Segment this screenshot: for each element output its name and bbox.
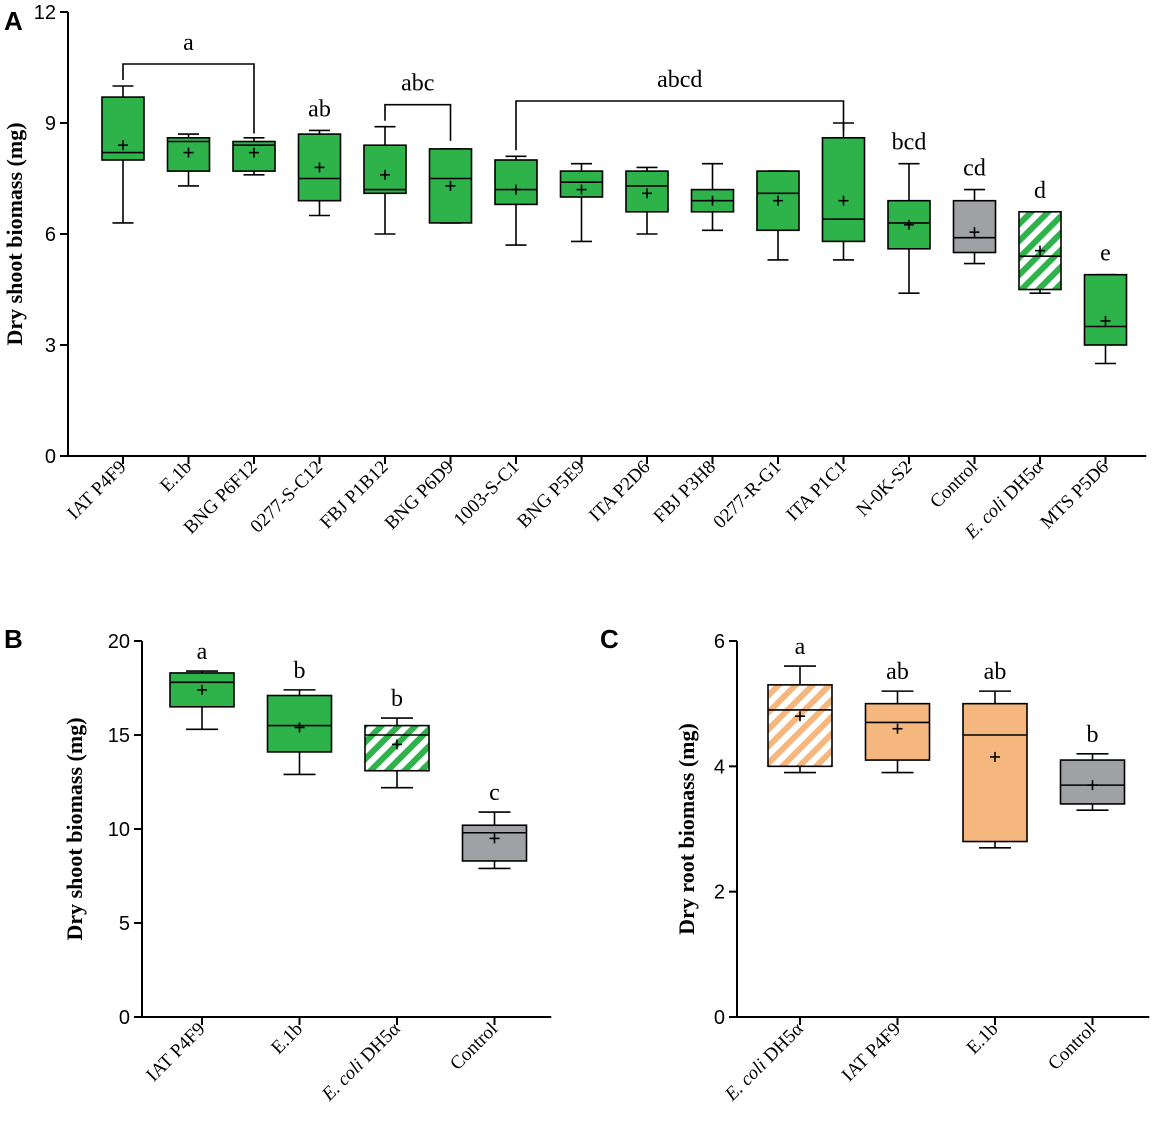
box xyxy=(767,684,833,768)
box xyxy=(266,694,333,753)
significance-letter: b xyxy=(294,658,306,684)
y-tick-label-c: 6 xyxy=(714,631,725,653)
box xyxy=(625,170,669,213)
box-group-b: IAT P4F9 a xyxy=(142,639,235,1086)
box-group-c: IAT P4F9 ab xyxy=(838,659,931,1086)
box xyxy=(962,702,1028,843)
y-tick-label-c: 4 xyxy=(714,756,725,778)
panel-letter-c: C xyxy=(600,624,619,654)
significance-letter: cd xyxy=(963,156,986,182)
significance-bracket xyxy=(384,103,452,141)
significance-letter: b xyxy=(391,686,403,712)
box-group-a: E.1b xyxy=(156,133,211,497)
panel-letter-a: A xyxy=(4,6,23,36)
box xyxy=(494,159,538,206)
y-axis-title-a: Dry shoot biomass (mg) xyxy=(2,122,27,345)
x-tick-label-a: MTS P5D6 xyxy=(1037,457,1113,533)
significance-letter: d xyxy=(1034,178,1046,204)
significance-letter: c xyxy=(489,780,500,806)
box-group-a: BNG P6F12 xyxy=(180,137,276,538)
panel-c-chart: 0 2 4 6 Dry root biomass (mg) E. coli DH5α a IA… xyxy=(674,631,1150,1106)
x-tick-label-b: E. coli DH5α xyxy=(317,1019,404,1106)
x-tick-label-c: E. coli DH5α xyxy=(720,1019,807,1106)
y-tick-label-a: 9 xyxy=(45,113,56,135)
box-group-a: IAT P4F9 xyxy=(63,85,145,524)
y-tick-label-b: 20 xyxy=(108,631,130,653)
significance-letter: ab xyxy=(308,96,331,122)
x-tick-label-a: ITA P1C1 xyxy=(782,457,851,526)
x-tick-label-b: E.1b xyxy=(267,1019,307,1059)
significance-letter: ab xyxy=(886,659,909,685)
box-group-b: E.1b b xyxy=(266,658,333,1059)
y-axis-title-c: Dry root biomass (mg) xyxy=(674,723,699,935)
box-group-a: MTS P5D6 xyxy=(1037,273,1128,533)
x-tick-label-b: IAT P4F9 xyxy=(142,1019,209,1086)
box-group-a: FBJ P3H8 xyxy=(650,162,735,527)
significance-letter: e xyxy=(1100,241,1111,267)
y-axis-title-b: Dry shoot biomass (mg) xyxy=(62,717,87,940)
significance-bracket xyxy=(122,63,255,134)
significance-letter: a xyxy=(795,634,806,660)
box xyxy=(952,199,997,254)
significance-letter: abc xyxy=(401,71,434,97)
box xyxy=(461,824,528,862)
box-group-c: E.1b ab xyxy=(962,659,1028,1059)
box xyxy=(821,137,866,243)
box-group-a: Control xyxy=(926,188,997,513)
y-tick-label-b: 10 xyxy=(108,819,130,841)
y-tick-label-b: 0 xyxy=(119,1007,130,1029)
x-tick-label-a: FBJ P1B12 xyxy=(316,457,392,533)
x-tick-label-a: Control xyxy=(926,457,982,513)
y-tick-label-a: 3 xyxy=(45,335,56,357)
y-tick-label-a: 6 xyxy=(45,224,56,246)
y-tick-label-b: 15 xyxy=(108,725,130,747)
significance-letter: abcd xyxy=(657,67,702,93)
significance-letter: a xyxy=(197,639,208,665)
box xyxy=(1083,273,1128,346)
box-group-a: 0277-S-C12 xyxy=(246,129,342,537)
x-tick-label-c: IAT P4F9 xyxy=(838,1019,905,1086)
x-tick-label-b: Control xyxy=(446,1019,502,1075)
box-group-a: BNG P5E9 xyxy=(513,162,604,533)
x-tick-label-a: IAT P4F9 xyxy=(63,457,130,524)
box xyxy=(101,96,145,161)
box-group-a: ITA P2D6 xyxy=(585,166,669,526)
x-tick-label-c: E.1b xyxy=(963,1019,1003,1059)
x-tick-label-a: 1003-S-C1 xyxy=(450,457,524,531)
x-tick-label-a: N-0K-S2 xyxy=(852,457,916,521)
box-group-a: E. coli DH5α xyxy=(960,211,1062,544)
x-tick-label-a: E.1b xyxy=(156,457,196,497)
panel-a-chart: 0 3 6 9 12 Dry shoot biomass (mg) IAT P4F9 E.1b… xyxy=(2,2,1147,544)
x-tick-label-c: Control xyxy=(1044,1019,1100,1075)
box-group-b: Control c xyxy=(446,780,528,1075)
significance-letter: bcd xyxy=(892,130,927,156)
significance-letter: a xyxy=(183,30,194,56)
box-group-c: Control b xyxy=(1044,722,1126,1075)
box-group-a: BNG P6D9 xyxy=(381,148,473,534)
y-tick-label-a: 12 xyxy=(34,2,56,24)
panel-b-chart: 0 5 10 15 20 Dry shoot biomass (mg) IAT P4F9 a E… xyxy=(62,631,552,1106)
significance-letter: b xyxy=(1087,722,1099,748)
x-tick-label-a: BNG P5E9 xyxy=(513,457,589,533)
y-tick-label-a: 0 xyxy=(45,446,56,468)
box xyxy=(363,144,407,195)
x-tick-label-a: 0277-R-G1 xyxy=(709,457,785,533)
x-tick-label-a: BNG P6D9 xyxy=(381,457,458,534)
significance-letter: ab xyxy=(984,659,1007,685)
box xyxy=(1018,211,1062,291)
significance-bracket xyxy=(515,100,845,151)
box-group-a: 0277-R-G1 xyxy=(709,170,800,533)
y-tick-label-c: 0 xyxy=(714,1007,725,1029)
box-group-b: E. coli DH5α b xyxy=(317,686,430,1106)
panel-letter-b: B xyxy=(4,624,23,654)
y-tick-label-b: 5 xyxy=(119,913,130,935)
y-tick-label-c: 2 xyxy=(714,882,725,904)
x-tick-label-a: ITA P2D6 xyxy=(585,457,654,526)
